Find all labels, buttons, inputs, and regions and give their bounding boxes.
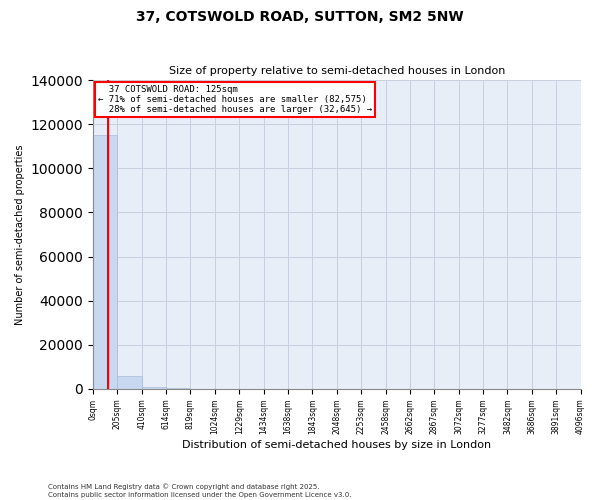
Title: Size of property relative to semi-detached houses in London: Size of property relative to semi-detach… — [169, 66, 505, 76]
Text: 37, COTSWOLD ROAD, SUTTON, SM2 5NW: 37, COTSWOLD ROAD, SUTTON, SM2 5NW — [136, 10, 464, 24]
X-axis label: Distribution of semi-detached houses by size in London: Distribution of semi-detached houses by … — [182, 440, 491, 450]
Bar — [166, 388, 190, 389]
Text: 37 COTSWOLD ROAD: 125sqm
← 71% of semi-detached houses are smaller (82,575)
  28: 37 COTSWOLD ROAD: 125sqm ← 71% of semi-d… — [98, 84, 372, 114]
Bar — [118, 376, 142, 389]
Bar — [142, 387, 166, 389]
Text: Contains HM Land Registry data © Crown copyright and database right 2025.
Contai: Contains HM Land Registry data © Crown c… — [48, 484, 352, 498]
Y-axis label: Number of semi-detached properties: Number of semi-detached properties — [15, 144, 25, 325]
Bar — [93, 134, 118, 389]
